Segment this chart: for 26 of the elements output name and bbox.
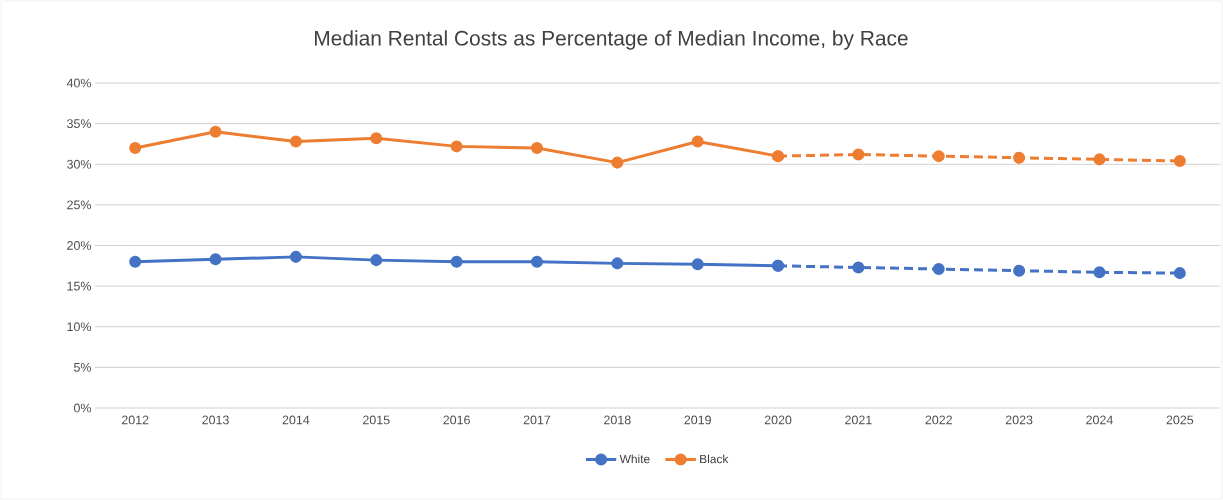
y-tick-label: 20% [67, 241, 92, 250]
x-tick-label: 2014 [282, 415, 310, 425]
x-tick-label: 2021 [845, 415, 872, 425]
x-tick-label: 2025 [1166, 415, 1194, 425]
y-tick-label: 40% [66, 78, 92, 88]
x-tick-label: 2015 [363, 415, 390, 425]
chart-title: Median Rental Costs as Percentage of Median Income, by Race [315, 30, 908, 50]
y-tick-label: 10% [67, 322, 92, 332]
y-tick-label: 0% [73, 403, 92, 413]
legend-label: White [619, 454, 650, 464]
x-tick-label: 2013 [202, 415, 229, 425]
x-tick-label: 2016 [443, 415, 470, 425]
x-tick-label: 2019 [684, 415, 711, 425]
x-tick-label: 2018 [604, 415, 631, 425]
y-tick-label: 30% [67, 159, 92, 169]
y-tick-label: 5% [73, 362, 92, 372]
legend-label: Black [700, 454, 729, 464]
x-tick-label: 2017 [523, 415, 551, 425]
y-tick-label: 15% [67, 281, 92, 291]
y-tick-label: 35% [67, 119, 92, 129]
x-tick-label: 2023 [1005, 415, 1033, 425]
x-tick-label: 2020 [764, 415, 792, 425]
x-tick-label: 2022 [925, 415, 952, 425]
y-tick-label: 25% [67, 200, 92, 210]
x-tick-label: 2012 [121, 415, 149, 425]
x-tick-label: 2024 [1086, 415, 1113, 425]
